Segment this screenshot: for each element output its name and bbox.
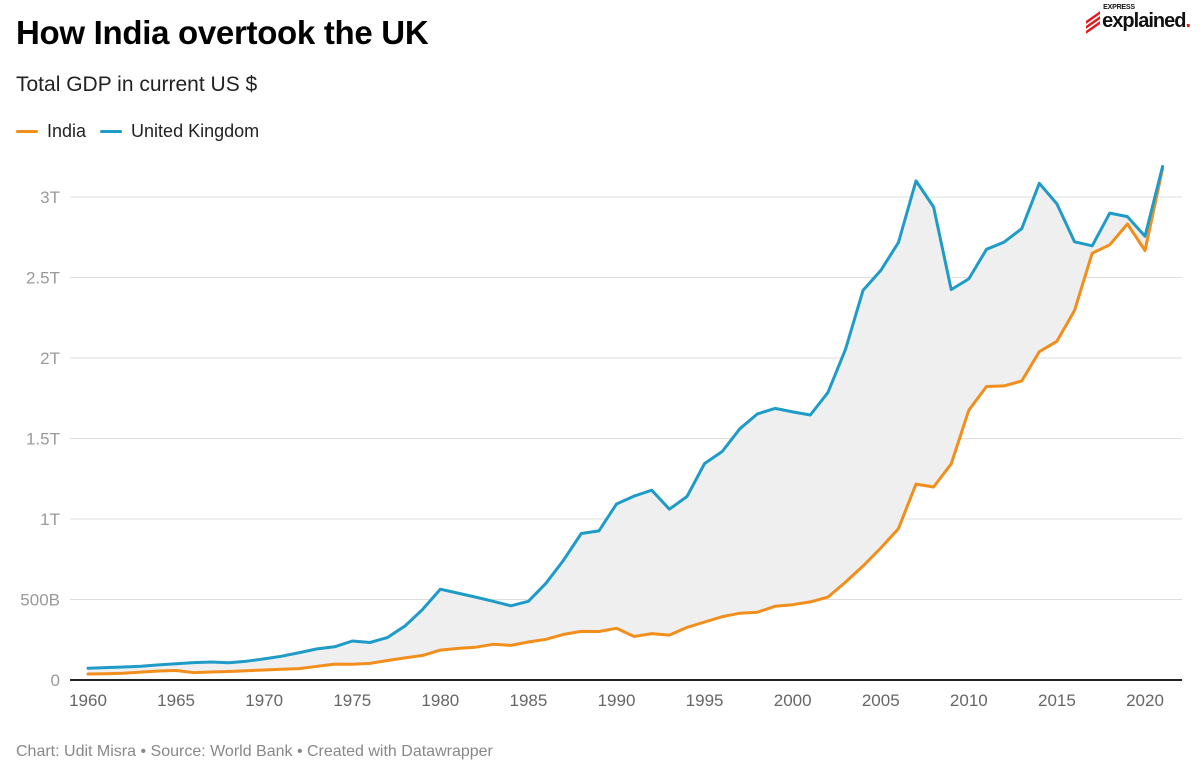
y-tick-label: 0 — [51, 671, 60, 690]
x-tick-label: 1975 — [333, 691, 371, 710]
logo-dot: . — [1185, 10, 1190, 32]
x-tick-label: 1995 — [686, 691, 724, 710]
y-tick-label: 3T — [40, 188, 60, 207]
express-explained-logo: EXPRESS explained. — [1086, 4, 1191, 34]
gap-fill-area — [88, 166, 1163, 674]
series-line-uk — [86, 164, 1165, 670]
legend-item-uk: United Kingdom — [100, 121, 259, 142]
x-tick-label: 2005 — [862, 691, 900, 710]
x-tick-label: 1970 — [245, 691, 283, 710]
y-tick-label: 2T — [40, 349, 60, 368]
legend-label-uk: United Kingdom — [131, 121, 260, 141]
logo-explained-text: explained — [1102, 10, 1186, 32]
legend-label-india: India — [47, 121, 87, 141]
y-tick-label: 2.5T — [26, 269, 60, 288]
chart-subtitle: Total GDP in current US $ — [16, 73, 258, 96]
legend-swatch-uk — [100, 130, 123, 133]
x-tick-label: 1980 — [421, 691, 459, 710]
logo-express-text: EXPRESS — [1103, 4, 1135, 11]
series-line-india — [86, 167, 1165, 676]
chart-title: How India overtook the UK — [16, 14, 429, 51]
legend-item-india: India — [16, 121, 86, 142]
x-tick-label: 1985 — [510, 691, 548, 710]
y-tick-label: 500B — [20, 591, 60, 610]
y-tick-label: 1T — [40, 510, 60, 529]
series-lines — [86, 164, 1165, 676]
x-tick-label: 2010 — [950, 691, 988, 710]
x-tick-label: 1965 — [157, 691, 195, 710]
x-tick-label: 2020 — [1126, 691, 1164, 710]
chart-footer-credit: Chart: Udit Misra • Source: World Bank •… — [16, 743, 493, 760]
y-axis-ticks: 0 500B 1T 1.5T 2T 2.5T 3T — [20, 188, 60, 690]
x-axis-ticks: 1960 1965 1970 1975 1980 1985 1990 1995 2000 2005… — [69, 691, 1164, 710]
legend: India United Kingdom — [16, 121, 273, 142]
legend-swatch-india — [16, 130, 38, 133]
x-tick-label: 2000 — [774, 691, 812, 710]
x-tick-label: 1960 — [69, 691, 107, 710]
y-tick-label: 1.5T — [26, 430, 60, 449]
x-tick-label: 2015 — [1038, 691, 1076, 710]
x-tick-label: 1990 — [598, 691, 636, 710]
